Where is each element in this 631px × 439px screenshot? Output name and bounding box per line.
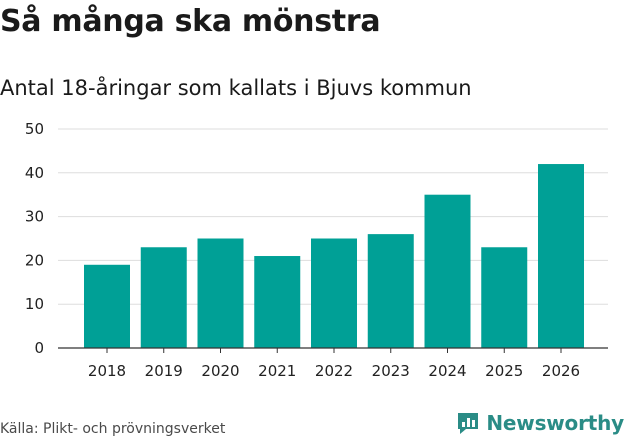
- y-tick-label: 10: [25, 295, 44, 313]
- y-tick-label: 40: [25, 164, 44, 182]
- y-tick-label: 0: [34, 339, 44, 357]
- x-tick-label-2018: 2018: [88, 362, 126, 380]
- x-tick-label-2022: 2022: [315, 362, 353, 380]
- bar-2019: [140, 247, 187, 348]
- y-tick-label: 30: [25, 208, 44, 226]
- x-tick-label-2023: 2023: [372, 362, 410, 380]
- bar-2023: [367, 234, 414, 348]
- chart-subtitle: Antal 18-åringar som kallats i Bjuvs kom…: [0, 76, 472, 100]
- y-tick-label: 50: [25, 120, 44, 138]
- x-tick-label-2021: 2021: [258, 362, 296, 380]
- bar-chart: 0 10 20 30 40 50 2018 2019 2020 2021 2022 2023 2024 2…: [25, 120, 608, 380]
- x-tick-label-2026: 2026: [542, 362, 580, 380]
- bar-2020: [197, 238, 244, 348]
- chat-bar-chart-icon: [458, 413, 479, 434]
- x-tick-label-2024: 2024: [428, 362, 466, 380]
- newsworthy-logo: Newsworthy: [455, 410, 624, 436]
- chart-title: Så många ska mönstra: [0, 4, 381, 39]
- bar-2026: [538, 164, 584, 348]
- x-tick-label-2020: 2020: [201, 362, 239, 380]
- x-tick-label-2025: 2025: [485, 362, 523, 380]
- bar-2021: [254, 256, 301, 348]
- brand-name: Newsworthy: [486, 411, 624, 435]
- x-tick-label-2019: 2019: [145, 362, 183, 380]
- bar-2024: [424, 194, 471, 348]
- source-note: Källa: Plikt- och prövningsverket: [0, 421, 226, 437]
- bar-2022: [311, 238, 357, 348]
- bar-2018: [84, 264, 130, 348]
- bar-2025: [481, 247, 528, 348]
- y-tick-label: 20: [25, 251, 44, 269]
